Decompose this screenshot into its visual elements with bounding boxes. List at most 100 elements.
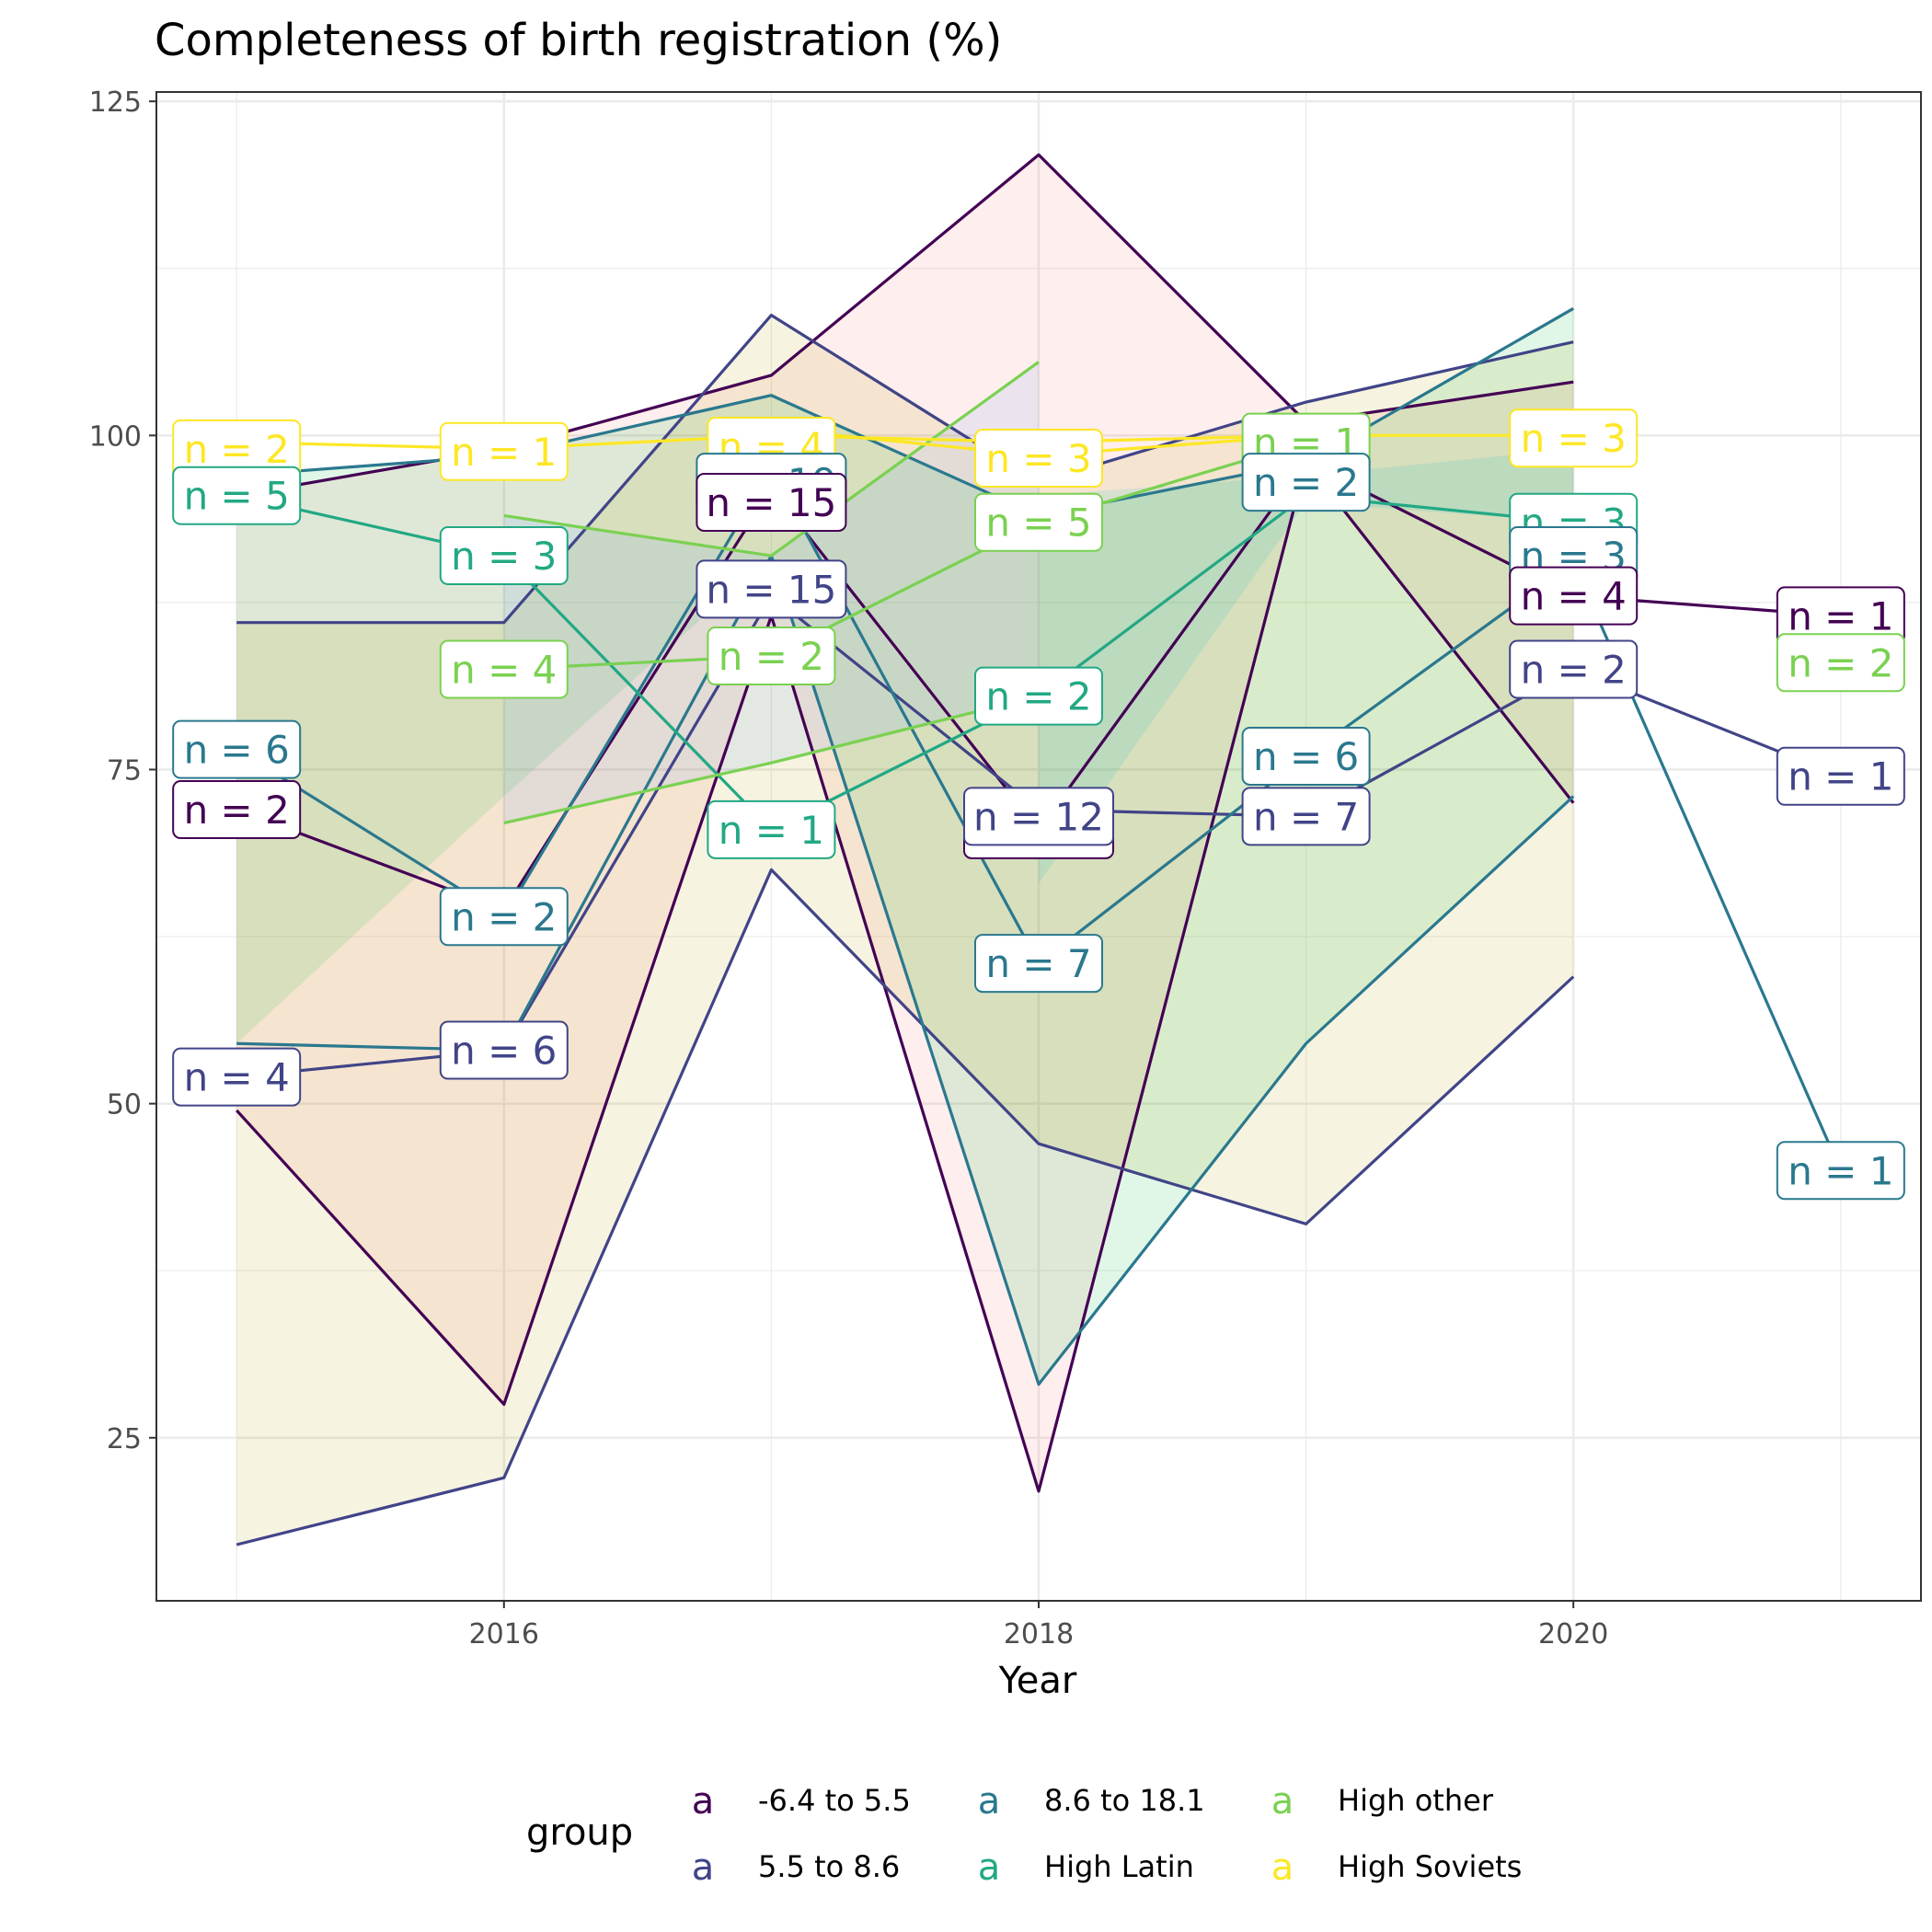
n-label-box [439, 1020, 569, 1080]
n-label: n = 3 [439, 526, 569, 586]
legend-key: a [1271, 1780, 1294, 1823]
n-label: n = 2 [172, 780, 302, 840]
legend-key: a [978, 1780, 1001, 1823]
n-label: n = 15 [696, 559, 847, 619]
n-label-text: n = 1 [1788, 754, 1893, 799]
n-label-box [707, 799, 836, 859]
n-label-text: n = 2 [719, 634, 824, 679]
legend-label: 8.6 to 18.1 [1044, 1783, 1205, 1818]
series-line-high-other [503, 441, 1307, 672]
series-line-6-4-to-5-5 [235, 460, 1575, 1493]
legend-label: 5.5 to 8.6 [758, 1849, 900, 1884]
n-label: n = 2 [974, 666, 1103, 726]
n-label-text: n = 1 [719, 808, 824, 853]
series-line-high-other [503, 361, 1040, 558]
n-label-box [439, 887, 569, 947]
n-label: n = 6 [1241, 726, 1371, 786]
n-label: n = 2 [172, 419, 302, 478]
n-label: n = 2 [1509, 639, 1639, 699]
n-label-box [696, 472, 847, 532]
n-label-text: n = 5 [184, 474, 290, 519]
y-tick-label: 75 [107, 754, 142, 787]
axes: 25 50 75 100 125 2016 2018 2020 [89, 86, 1609, 1650]
n-label-text: n = 5 [985, 500, 1091, 546]
n-label-box [1776, 746, 1905, 806]
n-label-box [974, 492, 1103, 552]
legend-item-6-4-to-5-5: a -6.4 to 5.5 [692, 1780, 911, 1823]
n-label: n = 1 [439, 421, 569, 481]
legend-key: a [692, 1780, 715, 1823]
n-label: n = 5 [974, 492, 1103, 552]
n-label: n = 15 [696, 472, 847, 532]
n-label-text: n = 1 [451, 430, 557, 475]
n-label: n = 1 [707, 799, 836, 859]
y-tick-label: 125 [89, 86, 142, 119]
ribbon-6-4-to-5-5 [236, 155, 1574, 1491]
n-label-box [172, 780, 302, 840]
ribbon-areas [236, 155, 1574, 1545]
chart-title: Completeness of birth registration (%) [155, 15, 1002, 66]
n-label-box [1776, 1141, 1905, 1201]
legend-item-high-other: a High other [1271, 1780, 1494, 1823]
legend-title: group [526, 1811, 633, 1854]
n-label: n = 6 [172, 719, 302, 779]
n-label-text: n = 2 [1788, 640, 1893, 685]
legend-label: High other [1338, 1783, 1494, 1818]
n-label-text: n = 3 [985, 436, 1091, 481]
n-label-box [1776, 633, 1905, 693]
n-label-box [439, 639, 569, 699]
n-label-text: n = 4 [1521, 574, 1627, 619]
n-label-text: n = 6 [1253, 734, 1359, 779]
n-label: n = 2 [439, 887, 569, 947]
n-label-text: n = 2 [451, 894, 557, 939]
n-label-text: n = 1 [1788, 593, 1893, 638]
n-label-box [172, 1047, 302, 1107]
n-label: n = 12 [963, 787, 1114, 846]
n-label: n = 1 [1776, 746, 1905, 806]
legend-item-8-6-to-18-1: a 8.6 to 18.1 [978, 1780, 1205, 1823]
y-tick-label: 50 [107, 1089, 142, 1121]
n-label-text: n = 7 [1253, 794, 1359, 839]
n-label: n = 4 [1509, 566, 1639, 626]
legend-key: a [1271, 1846, 1294, 1889]
n-label: n = 7 [1241, 787, 1371, 846]
n-label: n = 2 [1776, 633, 1905, 693]
n-label-text: n = 4 [184, 1055, 290, 1100]
x-tick-label: 2018 [1004, 1618, 1074, 1650]
legend-label: High Soviets [1338, 1849, 1522, 1884]
n-label: n = 3 [974, 429, 1103, 489]
legend-key: a [692, 1846, 715, 1889]
x-tick-label: 2016 [469, 1618, 539, 1650]
n-label-box [439, 421, 569, 481]
n-label-text: n = 1 [1788, 1148, 1893, 1193]
n-label-text: n = 2 [184, 427, 290, 472]
n-label-box [974, 934, 1103, 994]
n-label: n = 6 [439, 1020, 569, 1080]
n-label-text: n = 4 [451, 648, 557, 693]
x-axis-title: Year [998, 1660, 1077, 1702]
n-label-box [974, 666, 1103, 726]
n-label-text: n = 6 [451, 1029, 557, 1074]
legend-key: a [978, 1846, 1001, 1889]
legend-item-high-latin: a High Latin [978, 1846, 1194, 1889]
y-tick-label: 25 [107, 1423, 142, 1455]
n-label-text: n = 2 [1253, 460, 1359, 505]
n-label-text: n = 7 [985, 941, 1091, 986]
series-line-5-5-to-8-6 [236, 868, 1575, 1547]
n-label-text: n = 2 [985, 674, 1091, 719]
legend-item-5-5-to-8-6: a 5.5 to 8.6 [692, 1846, 901, 1889]
x-tick-label: 2020 [1538, 1618, 1608, 1650]
legend-label: -6.4 to 5.5 [758, 1783, 911, 1818]
n-label-text: n = 15 [706, 480, 836, 525]
n-label-box [696, 559, 847, 619]
n-label-text: n = 3 [451, 534, 557, 579]
n-label: n = 4 [439, 639, 569, 699]
n-label: n = 2 [1241, 453, 1371, 512]
n-label: n = 5 [172, 466, 302, 525]
n-label-box [963, 787, 1114, 846]
ribbon-high-latin [1039, 448, 1574, 883]
n-label: n = 7 [974, 934, 1103, 994]
n-label-box [1509, 639, 1639, 699]
legend-item-high-soviets: a High Soviets [1271, 1846, 1523, 1889]
